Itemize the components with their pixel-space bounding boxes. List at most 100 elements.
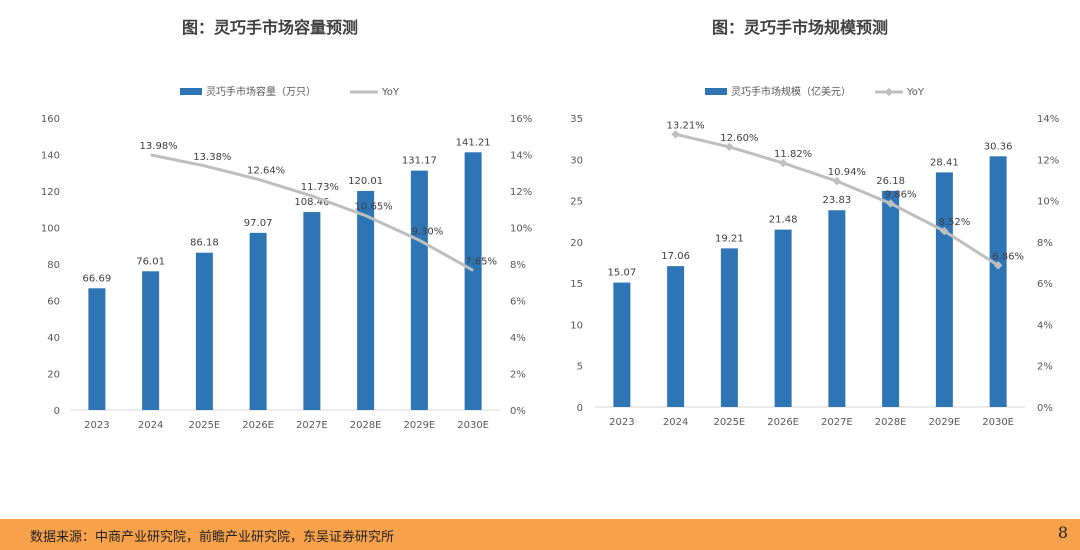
market-size-yoy-label: 12.60% <box>720 133 758 144</box>
market-size-bar-label: 19.21 <box>715 233 744 244</box>
capacity-bar-label: 97.07 <box>244 218 273 229</box>
capacity-bar <box>142 271 160 410</box>
capacity-yoy-label: 9.30% <box>411 226 443 237</box>
market-size-legend-bar-label: 灵巧手市场规模（亿美元） <box>731 85 851 98</box>
market-size-legend-line-marker <box>884 87 894 97</box>
capacity-bar-label: 131.17 <box>402 156 437 167</box>
market-size-bar-label: 30.36 <box>984 141 1013 152</box>
market-size-bar <box>774 229 792 407</box>
capacity-y-left-tick: 0 <box>54 406 60 417</box>
capacity-yoy-label: 13.38% <box>193 152 231 163</box>
capacity-y-right-tick: 16% <box>510 114 532 125</box>
market-size-y-right-tick: 2% <box>1037 362 1053 373</box>
market-size-y-left-tick: 0 <box>577 403 583 414</box>
market-size-y-left-tick: 30 <box>570 155 583 166</box>
market-size-y-left-tick: 15 <box>570 279 583 290</box>
capacity-x-tick: 2027E <box>296 420 328 431</box>
capacity-yoy-label: 10.65% <box>355 202 393 213</box>
capacity-x-tick: 2028E <box>350 420 382 431</box>
market-size-bar <box>613 282 631 407</box>
capacity-y-left-tick: 140 <box>41 151 60 162</box>
market-size-legend-bar-swatch <box>705 88 727 95</box>
market-size-y-right-tick: 12% <box>1037 155 1059 166</box>
market-size-y-right-tick: 0% <box>1037 403 1053 414</box>
market-size-yoy-label: 13.21% <box>667 120 705 131</box>
market-size-bar-label: 21.48 <box>769 215 798 226</box>
market-size-y-right-tick: 8% <box>1037 238 1053 249</box>
capacity-y-left-tick: 100 <box>41 224 60 235</box>
market-size-y-left-tick: 5 <box>577 362 583 373</box>
capacity-bar-label: 120.01 <box>348 176 383 187</box>
capacity-bar <box>410 170 428 410</box>
chart-title-right: 图：灵巧手市场规模预测 <box>711 18 888 37</box>
capacity-yoy-label: 11.73% <box>301 182 339 193</box>
market-size-bar <box>882 190 900 407</box>
market-size-bar <box>667 266 685 407</box>
capacity-bar <box>249 232 267 410</box>
capacity-x-tick: 2025E <box>188 420 220 431</box>
market-size-x-tick: 2026E <box>767 417 799 428</box>
capacity-yoy-line <box>150 153 474 272</box>
capacity-legend-bar-swatch <box>180 88 202 95</box>
capacity-bar-label: 108.46 <box>294 197 329 208</box>
capacity-y-left-tick: 80 <box>47 260 60 271</box>
market-size-y-left-tick: 10 <box>570 320 583 331</box>
capacity-legend-bar-label: 灵巧手市场容量（万只） <box>206 85 316 98</box>
market-size-bar-label: 28.41 <box>930 157 959 168</box>
capacity-x-tick: 2024 <box>138 420 163 431</box>
capacity-y-left-tick: 40 <box>47 333 60 344</box>
market-size-yoy-point <box>832 176 842 186</box>
market-size-bar <box>935 172 953 407</box>
market-size-y-right-tick: 10% <box>1037 197 1059 208</box>
capacity-y-left-tick: 60 <box>47 297 60 308</box>
capacity-x-tick: 2030E <box>457 420 489 431</box>
market-size-y-right-tick: 6% <box>1037 279 1053 290</box>
market-size-x-tick: 2030E <box>982 417 1014 428</box>
capacity-yoy-label: 12.64% <box>247 165 285 176</box>
market-size-yoy-label: 9.86% <box>885 189 917 200</box>
capacity-bar <box>357 190 375 410</box>
market-size-y-right-tick: 4% <box>1037 320 1053 331</box>
chart-title-left: 图：灵巧手市场容量预测 <box>181 18 358 37</box>
market-size-x-tick: 2024 <box>663 417 688 428</box>
market-size-yoy-point <box>725 142 734 152</box>
market-size-yoy-point <box>778 158 788 168</box>
capacity-y-left-tick: 120 <box>41 187 60 198</box>
capacity-y-left-tick: 160 <box>41 114 60 125</box>
market-size-bar-label: 17.06 <box>661 251 690 262</box>
market-size-bar <box>989 156 1007 407</box>
capacity-bar <box>464 152 482 410</box>
market-size-x-tick: 2027E <box>821 417 853 428</box>
market-size-bar <box>720 248 738 407</box>
market-size-y-left-tick: 20 <box>570 238 583 249</box>
capacity-bar-label: 66.69 <box>83 273 112 284</box>
capacity-bar-label: 76.01 <box>136 256 165 267</box>
capacity-y-right-tick: 2% <box>510 370 526 381</box>
capacity-bar-label: 141.21 <box>456 137 491 148</box>
market-size-x-tick: 2028E <box>875 417 907 428</box>
market-size-yoy-point <box>671 130 680 139</box>
capacity-x-tick: 2029E <box>403 420 435 431</box>
capacity-y-right-tick: 4% <box>510 333 526 344</box>
market-capacity-chart: 灵巧手市场容量（万只） YoY 0 20 40 60 80 100 120 140 160 0% 2% 4… <box>41 85 532 431</box>
market-size-chart: 灵巧手市场规模（亿美元） YoY 0 5 10 15 20 25 30 35 0% 2% 4% 6% 8% 1… <box>570 85 1059 428</box>
market-size-bar-label: 23.83 <box>823 195 852 206</box>
market-size-yoy-label: 10.94% <box>828 167 866 178</box>
capacity-y-right-tick: 0% <box>510 406 526 417</box>
capacity-y-right-tick: 12% <box>510 187 532 198</box>
market-size-bar-label: 15.07 <box>608 268 637 279</box>
capacity-yoy-label: 7.65% <box>465 256 497 267</box>
data-source-text: 数据来源：中商产业研究院，前瞻产业研究院，东吴证券研究所 <box>30 530 395 545</box>
capacity-bar <box>88 288 106 410</box>
market-size-x-tick: 2023 <box>609 417 634 428</box>
market-size-y-left-tick: 25 <box>570 197 583 208</box>
capacity-x-tick: 2023 <box>84 420 109 431</box>
capacity-bar <box>195 252 213 410</box>
page-number: 8 <box>1057 523 1068 542</box>
capacity-y-right-tick: 8% <box>510 260 526 271</box>
capacity-legend-line-label: YoY <box>381 87 400 98</box>
market-size-x-tick: 2029E <box>928 417 960 428</box>
capacity-yoy-label: 13.98% <box>140 141 178 152</box>
market-size-bar-label: 26.18 <box>876 176 905 187</box>
market-size-yoy-label: 6.86% <box>992 251 1024 262</box>
